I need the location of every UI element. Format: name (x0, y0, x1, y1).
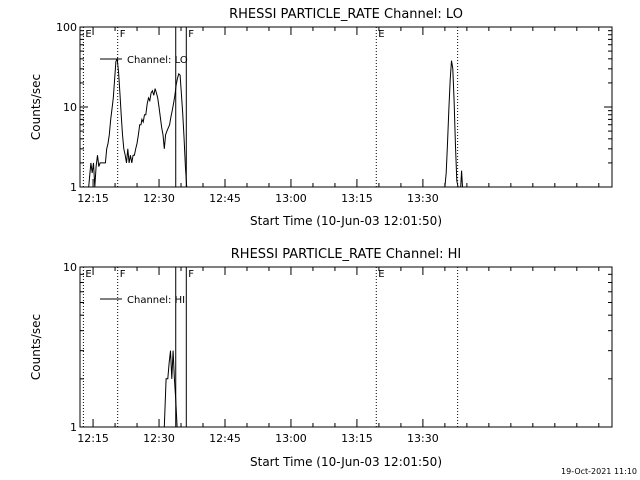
event-marker-label: E (378, 269, 384, 280)
y-tick-label: 10 (63, 101, 77, 114)
series-group (88, 56, 463, 187)
y-tick-label: 100 (56, 21, 77, 34)
x-tick-label: 12:15 (77, 432, 109, 445)
y-axis-label: Counts/sec (29, 314, 43, 380)
x-tick-label: 12:30 (143, 192, 175, 205)
x-axis-label: Start Time (10-Jun-03 12:01:50) (250, 214, 442, 228)
legend-label: Channel: HI (127, 295, 185, 306)
event-marker-label: F (188, 269, 194, 280)
event-marker-label: F (188, 29, 194, 40)
chart-title: RHESSI PARTICLE_RATE Channel: LO (229, 7, 463, 22)
y-axis-label: Counts/sec (29, 74, 43, 140)
event-marker-label: F (120, 269, 126, 280)
event-marker-label: F (120, 29, 126, 40)
series-line (163, 350, 178, 427)
series-line (460, 170, 463, 187)
x-tick-label: 12:15 (77, 192, 109, 205)
x-tick-label: 13:15 (341, 432, 373, 445)
event-marker-label: E (378, 29, 384, 40)
x-axis-label: Start Time (10-Jun-03 12:01:50) (250, 455, 442, 469)
event-marker-label: E (85, 29, 91, 40)
panel-lo: 1 10 100 12:15 12:30 12:45 13:00 13:15 13:30 RHES… (29, 7, 613, 228)
x-tick-label: 13:15 (341, 192, 373, 205)
series-line (444, 60, 459, 187)
x-tick-label: 12:45 (209, 432, 241, 445)
series-line (88, 56, 188, 187)
x-tick-label: 12:30 (143, 432, 175, 445)
plot-frame (79, 266, 613, 428)
panel-hi: 1 10 12:15 12:30 12:45 13:00 13:15 13:30 RHESSI … (29, 247, 613, 469)
legend-label: Channel: LO (127, 55, 188, 66)
x-tick-label: 13:30 (407, 432, 439, 445)
series-group (163, 350, 178, 427)
y-tick-label: 1 (70, 421, 77, 434)
y-tick-label: 10 (63, 261, 77, 274)
event-marker-label: E (85, 269, 91, 280)
footer-timestamp: 19-Oct-2021 11:10 (561, 467, 637, 476)
x-tick-label: 13:00 (275, 432, 307, 445)
x-tick-label: 13:30 (407, 192, 439, 205)
x-tick-label: 12:45 (209, 192, 241, 205)
chart-title: RHESSI PARTICLE_RATE Channel: HI (231, 247, 461, 262)
x-tick-label: 13:00 (275, 192, 307, 205)
y-tick-label: 1 (70, 181, 77, 194)
